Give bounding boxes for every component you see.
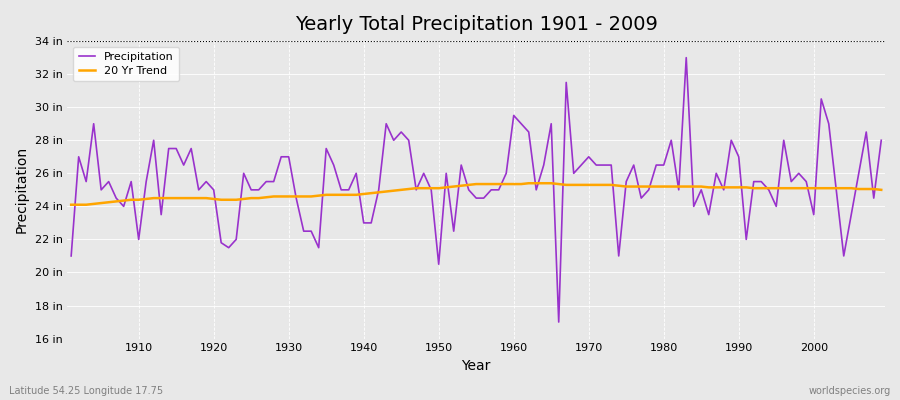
20 Yr Trend	[126, 197, 137, 202]
20 Yr Trend	[291, 194, 302, 199]
20 Yr Trend	[876, 188, 886, 192]
X-axis label: Year: Year	[462, 359, 490, 373]
Title: Yearly Total Precipitation 1901 - 2009: Yearly Total Precipitation 1901 - 2009	[295, 15, 658, 34]
Precipitation	[126, 179, 137, 184]
Y-axis label: Precipitation: Precipitation	[15, 146, 29, 234]
Precipitation	[66, 254, 77, 258]
Precipitation	[508, 113, 519, 118]
20 Yr Trend	[523, 181, 534, 186]
Precipitation	[606, 163, 616, 168]
20 Yr Trend	[66, 202, 77, 207]
Precipitation	[554, 320, 564, 324]
Precipitation	[500, 171, 511, 176]
Precipitation	[876, 138, 886, 143]
Legend: Precipitation, 20 Yr Trend: Precipitation, 20 Yr Trend	[73, 47, 179, 81]
Precipitation	[336, 188, 346, 192]
20 Yr Trend	[606, 182, 616, 187]
Text: Latitude 54.25 Longitude 17.75: Latitude 54.25 Longitude 17.75	[9, 386, 163, 396]
Precipitation	[291, 196, 302, 200]
20 Yr Trend	[508, 182, 519, 186]
Precipitation	[680, 55, 691, 60]
20 Yr Trend	[336, 192, 346, 197]
20 Yr Trend	[500, 182, 511, 186]
Line: Precipitation: Precipitation	[71, 58, 881, 322]
Line: 20 Yr Trend: 20 Yr Trend	[71, 183, 881, 205]
Text: worldspecies.org: worldspecies.org	[809, 386, 891, 396]
